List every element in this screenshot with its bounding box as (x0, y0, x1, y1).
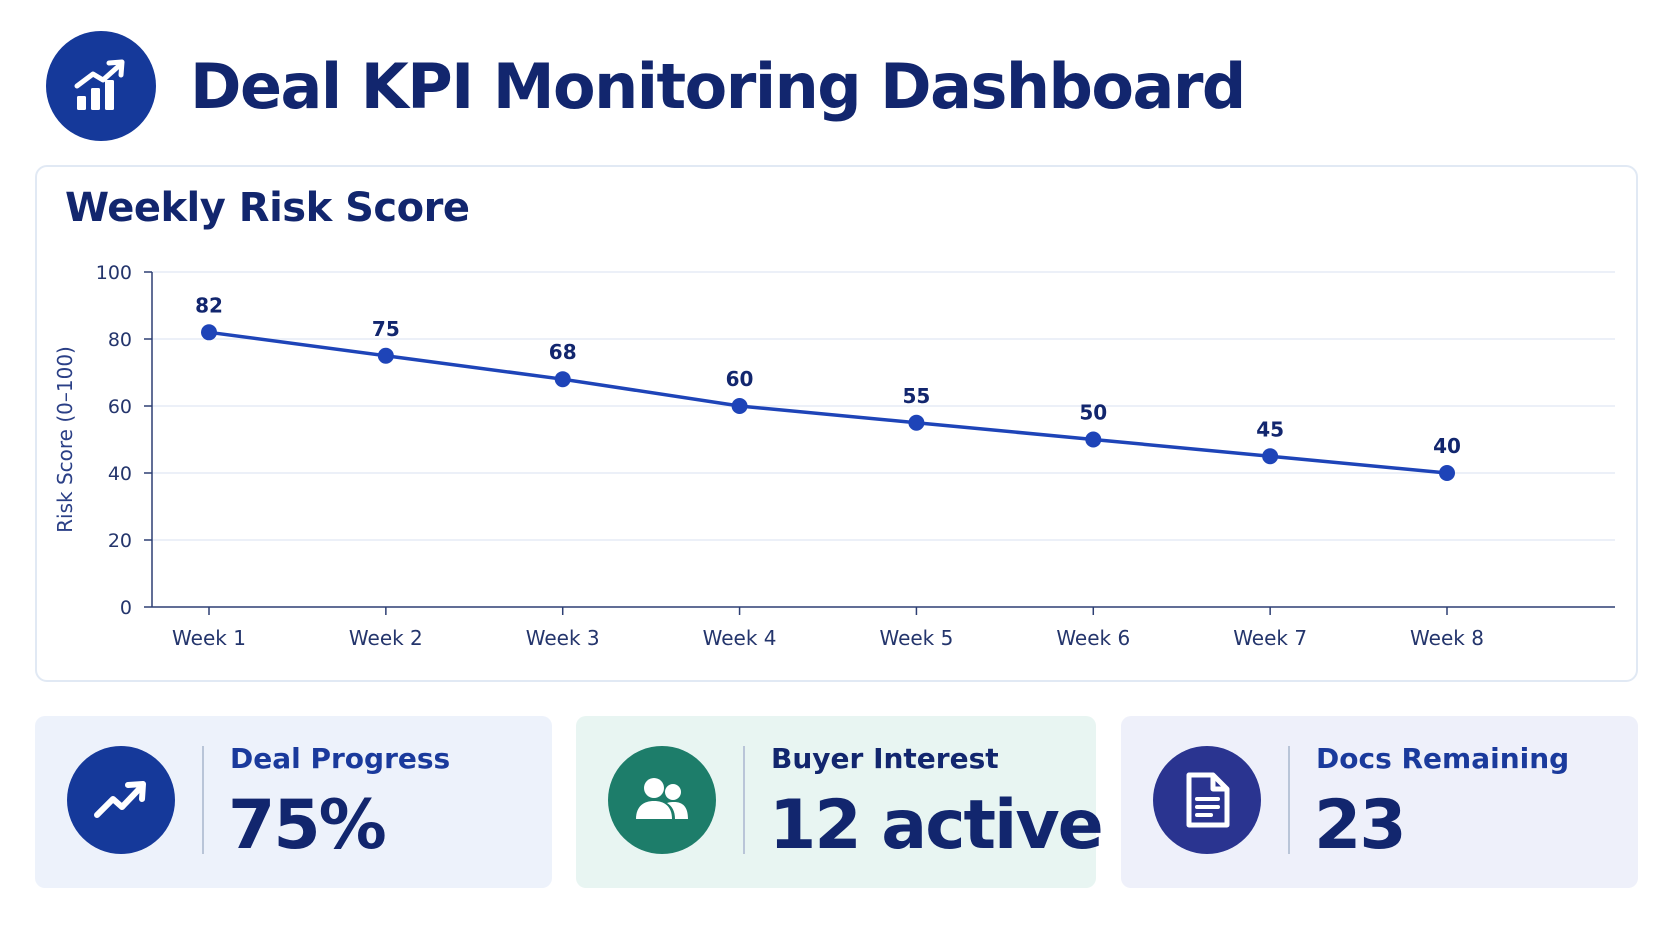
data-point (377, 347, 394, 364)
x-tick-label: Week 8 (1410, 626, 1484, 650)
data-label: 55 (903, 384, 931, 408)
y-tick-label: 80 (108, 329, 132, 351)
x-tick-label: Week 6 (1056, 626, 1130, 650)
x-tick-label: Week 5 (879, 626, 953, 650)
data-point (1262, 448, 1279, 465)
data-label: 50 (1079, 401, 1107, 425)
x-tick-label: Week 3 (526, 626, 600, 650)
bar-chart-trend-icon (74, 59, 125, 110)
kpi-card-deal-progress: Deal Progress 75% (35, 716, 552, 888)
kpi-label: Docs Remaining (1316, 742, 1570, 775)
data-point (554, 371, 571, 388)
x-tick-label: Week 7 (1233, 626, 1307, 650)
series-line (207, 330, 1449, 475)
kpi-icon-circle (1153, 746, 1261, 854)
data-point (1439, 465, 1455, 481)
trending-up-icon (94, 781, 146, 818)
y-tick-label: 0 (120, 597, 132, 619)
y-tick-label: 100 (96, 262, 132, 284)
kpi-divider (1288, 746, 1290, 854)
x-tick-label: Week 4 (703, 626, 777, 650)
data-label: 40 (1433, 434, 1461, 458)
y-axis-label: Risk Score (0–100) (53, 346, 77, 533)
document-icon (1186, 772, 1230, 828)
data-label: 68 (549, 340, 577, 364)
kpi-divider (202, 746, 204, 854)
chart-title: Weekly Risk Score (65, 185, 470, 231)
data-label: 82 (195, 293, 223, 317)
y-tick-label: 20 (108, 530, 132, 552)
risk-score-line-chart: 0 20 40 60 80 100 Risk Score (0–100) Week 1 Week… (53, 262, 1615, 650)
x-tick-label: Week 2 (349, 626, 423, 650)
kpi-icon-circle (67, 746, 175, 854)
kpi-value: 75% (228, 786, 387, 865)
data-point (731, 398, 748, 414)
data-point (201, 324, 217, 341)
risk-score-chart-card: Weekly Risk Score 0 20 40 60 80 100 Risk Score… (35, 165, 1638, 682)
page-header: Deal KPI Monitoring Dashboard (46, 30, 1246, 142)
page-title: Deal KPI Monitoring Dashboard (190, 49, 1246, 123)
kpi-label: Buyer Interest (771, 742, 999, 775)
data-label: 60 (726, 367, 754, 391)
kpi-icon-circle (608, 746, 716, 854)
kpi-divider (743, 746, 745, 854)
kpi-label: Deal Progress (230, 742, 451, 775)
y-tick-label: 40 (108, 463, 132, 485)
y-tick-label: 60 (108, 396, 132, 418)
x-tick-label: Week 1 (172, 626, 246, 650)
kpi-value: 12 active (769, 786, 1104, 865)
data-point (1085, 431, 1102, 448)
users-icon (636, 778, 688, 819)
kpi-value: 23 (1314, 786, 1407, 865)
data-label: 75 (372, 317, 400, 341)
data-point (908, 414, 925, 431)
data-label: 45 (1256, 417, 1284, 441)
logo (46, 31, 156, 141)
kpi-card-buyer-interest: Buyer Interest 12 active (576, 716, 1104, 888)
kpi-card-docs-remaining: Docs Remaining 23 (1121, 716, 1638, 888)
